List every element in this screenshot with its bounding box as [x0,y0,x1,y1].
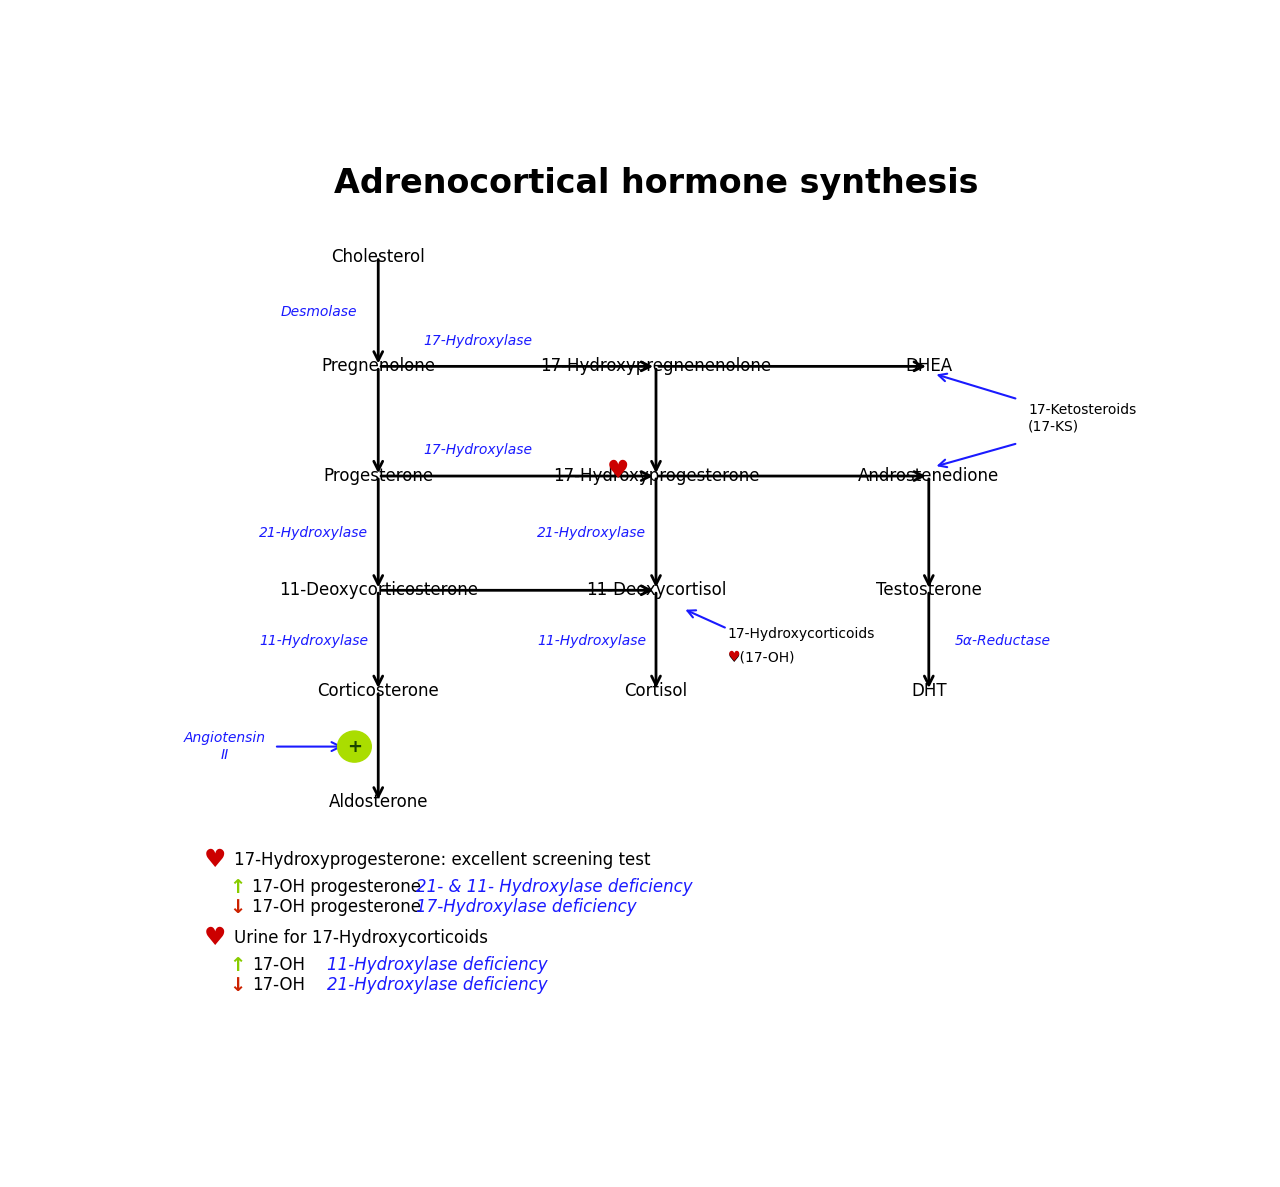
Text: Cortisol: Cortisol [625,681,687,700]
Text: ♥: ♥ [727,650,740,664]
Text: 17-Hydroxycorticoids: 17-Hydroxycorticoids [727,627,874,641]
Text: DHEA: DHEA [905,357,952,375]
Text: Adrenocortical hormone synthesis: Adrenocortical hormone synthesis [334,167,978,201]
Text: Testosterone: Testosterone [876,582,982,599]
Text: DHT: DHT [911,681,947,700]
Text: 11-Deoxycorticosterone: 11-Deoxycorticosterone [279,582,477,599]
Text: 21-Hydroxylase: 21-Hydroxylase [260,526,369,540]
Text: Urine for 17-Hydroxycorticoids: Urine for 17-Hydroxycorticoids [234,928,489,946]
Text: Progesterone: Progesterone [323,466,434,485]
Text: 11-Hydroxylase: 11-Hydroxylase [538,634,646,648]
Text: ♥: ♥ [204,926,225,950]
Text: 17-Hydroxylase deficiency: 17-Hydroxylase deficiency [416,899,636,916]
Text: Pregnenolone: Pregnenolone [321,357,435,375]
Text: ↑: ↑ [229,878,246,897]
Text: +: + [347,737,362,756]
Text: Angiotensin
II: Angiotensin II [183,731,265,762]
Text: 17-Hydroxylase: 17-Hydroxylase [422,334,532,348]
Text: 17-OH progesterone: 17-OH progesterone [252,899,421,916]
Text: 17-OH: 17-OH [252,956,305,975]
Text: 21-Hydroxylase: 21-Hydroxylase [538,526,646,540]
Text: ♥: ♥ [607,459,630,483]
Text: ↑: ↑ [229,956,246,975]
Text: 11-Hydroxylase deficiency: 11-Hydroxylase deficiency [326,956,548,975]
Text: ♥: ♥ [204,848,225,872]
Text: 17-Hydroxylase: 17-Hydroxylase [422,444,532,457]
Circle shape [338,731,371,762]
Text: 17-Hydroxyprogesterone: 17-Hydroxyprogesterone [553,466,759,485]
Text: Aldosterone: Aldosterone [329,793,428,812]
Text: 17-Hydroxyprogesterone: excellent screening test: 17-Hydroxyprogesterone: excellent screen… [234,851,652,869]
Text: Corticosterone: Corticosterone [317,681,439,700]
Text: 17-OH progesterone: 17-OH progesterone [252,878,421,896]
Text: Androstenedione: Androstenedione [858,466,1000,485]
Text: 11-Deoxycortisol: 11-Deoxycortisol [586,582,726,599]
Text: 21-Hydroxylase deficiency: 21-Hydroxylase deficiency [326,976,548,995]
Text: Desmolase: Desmolase [280,305,357,318]
Text: ↓: ↓ [229,976,246,995]
Text: ♥(17-OH): ♥(17-OH) [727,650,795,664]
Text: Cholesterol: Cholesterol [332,248,425,266]
Text: 11-Hydroxylase: 11-Hydroxylase [260,634,369,648]
Text: 17-OH: 17-OH [252,976,305,995]
Text: 21- & 11- Hydroxylase deficiency: 21- & 11- Hydroxylase deficiency [416,878,692,896]
Text: ↓: ↓ [229,897,246,916]
Text: 17-Hydroxypregnenenolone: 17-Hydroxypregnenenolone [540,357,772,375]
Text: 5α-Reductase: 5α-Reductase [955,634,1051,648]
Text: 17-Ketosteroids
(17-KS): 17-Ketosteroids (17-KS) [1028,404,1137,433]
